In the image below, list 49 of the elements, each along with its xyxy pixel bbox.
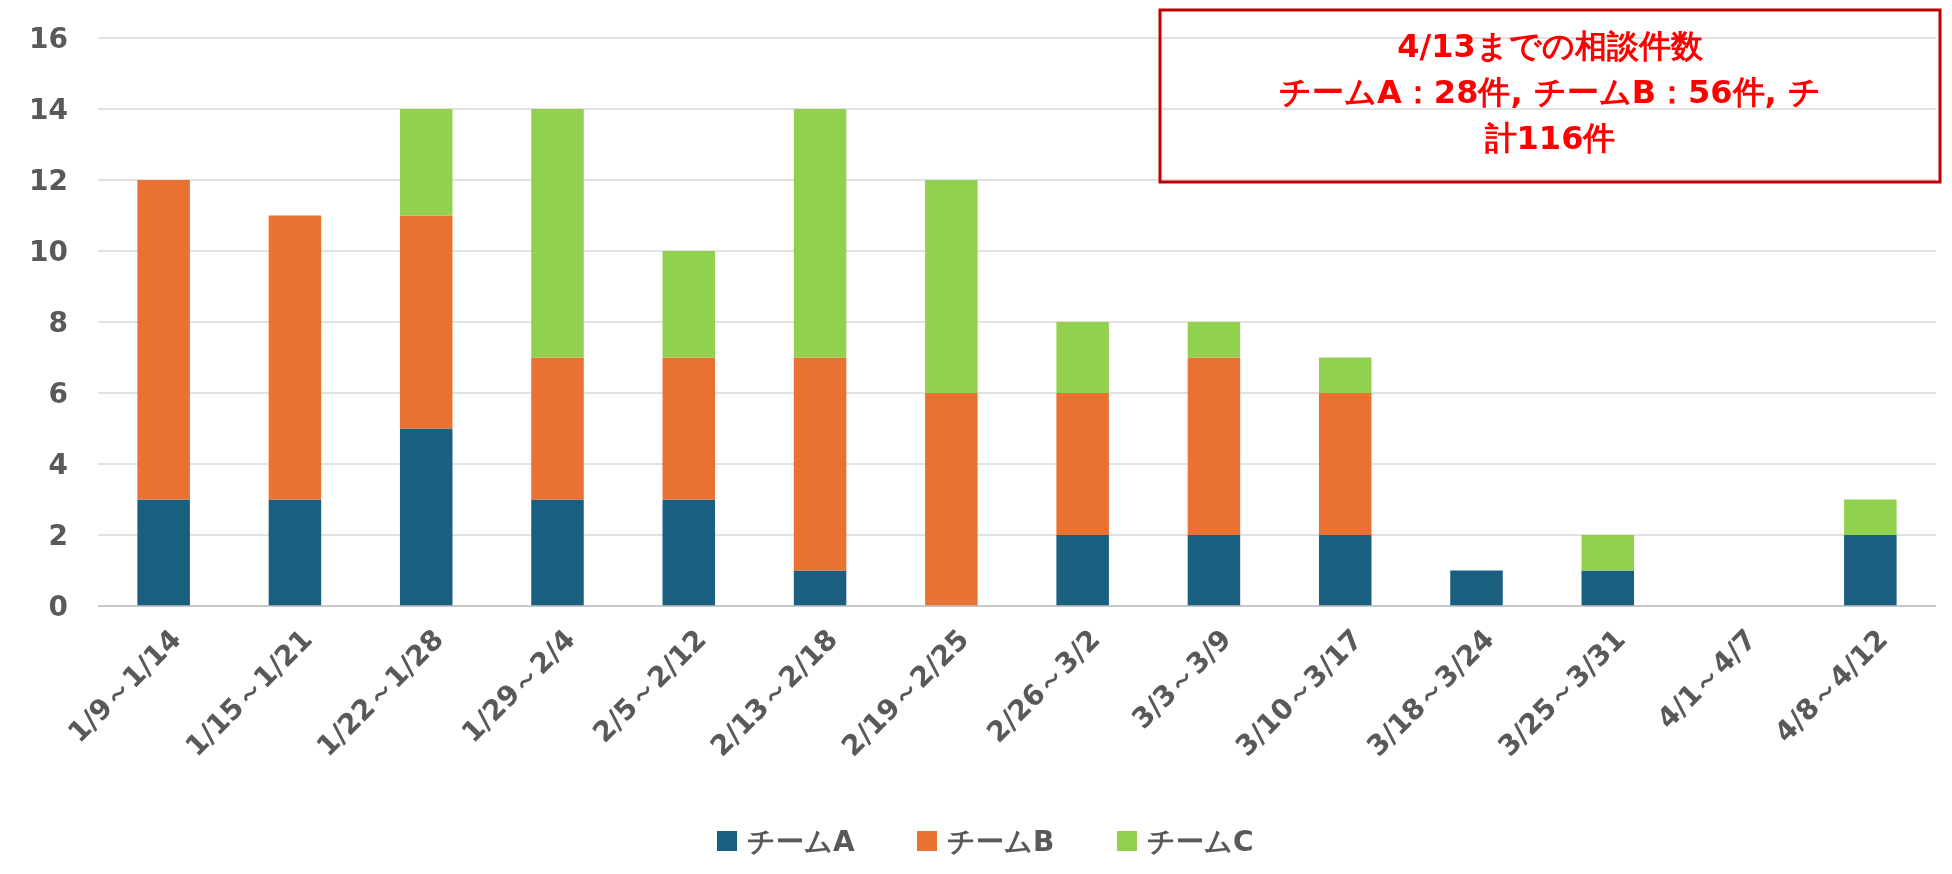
bar xyxy=(793,109,847,358)
bar xyxy=(793,357,847,571)
bar xyxy=(399,109,453,216)
bar xyxy=(1318,393,1372,535)
bar xyxy=(399,428,453,606)
bar xyxy=(1581,535,1635,571)
bar xyxy=(268,215,322,500)
bar xyxy=(1844,535,1897,606)
bar xyxy=(1450,570,1503,606)
bar xyxy=(925,180,978,393)
y-tick-label: 8 xyxy=(48,305,68,339)
y-tick-label: 4 xyxy=(48,447,68,481)
y-tick-label: 0 xyxy=(48,589,68,623)
bar xyxy=(1844,499,1897,535)
y-tick-label: 2 xyxy=(48,518,68,552)
y-tick-label: 16 xyxy=(29,21,68,55)
legend-label: チームB xyxy=(947,824,1055,858)
bar xyxy=(1581,570,1635,606)
y-tick-label: 6 xyxy=(48,376,68,410)
bar xyxy=(1056,322,1109,393)
bar xyxy=(137,180,190,500)
bar xyxy=(268,499,322,606)
bar xyxy=(531,357,584,500)
bar xyxy=(925,393,978,606)
annotation: 4/13までの相談件数 xyxy=(1397,27,1704,66)
bar xyxy=(662,251,716,358)
bar xyxy=(662,357,716,500)
bar xyxy=(1187,357,1241,535)
legend-label: チームC xyxy=(1147,824,1254,858)
bar xyxy=(531,499,584,606)
bar xyxy=(1318,357,1372,393)
bar xyxy=(1187,535,1241,606)
annotation: 計116件 xyxy=(1483,119,1616,158)
bar xyxy=(399,215,453,429)
annotation: チームA：28件, チームB：56件, チ xyxy=(1279,73,1821,112)
bar xyxy=(531,109,584,358)
x-tick-label: 3/3～3/9 xyxy=(1125,622,1238,736)
bar xyxy=(137,499,190,606)
y-tick-label: 12 xyxy=(29,163,68,197)
y-tick-label: 14 xyxy=(29,92,68,126)
bar xyxy=(1187,322,1241,358)
bar xyxy=(662,499,716,606)
y-tick-label: 10 xyxy=(29,234,68,268)
bar xyxy=(1056,535,1109,606)
x-tick-label: 4/1～4/7 xyxy=(1650,622,1763,736)
bar xyxy=(793,570,847,606)
bar xyxy=(1056,393,1109,535)
bar xyxy=(1318,535,1372,606)
legend-label: チームA xyxy=(747,824,855,858)
